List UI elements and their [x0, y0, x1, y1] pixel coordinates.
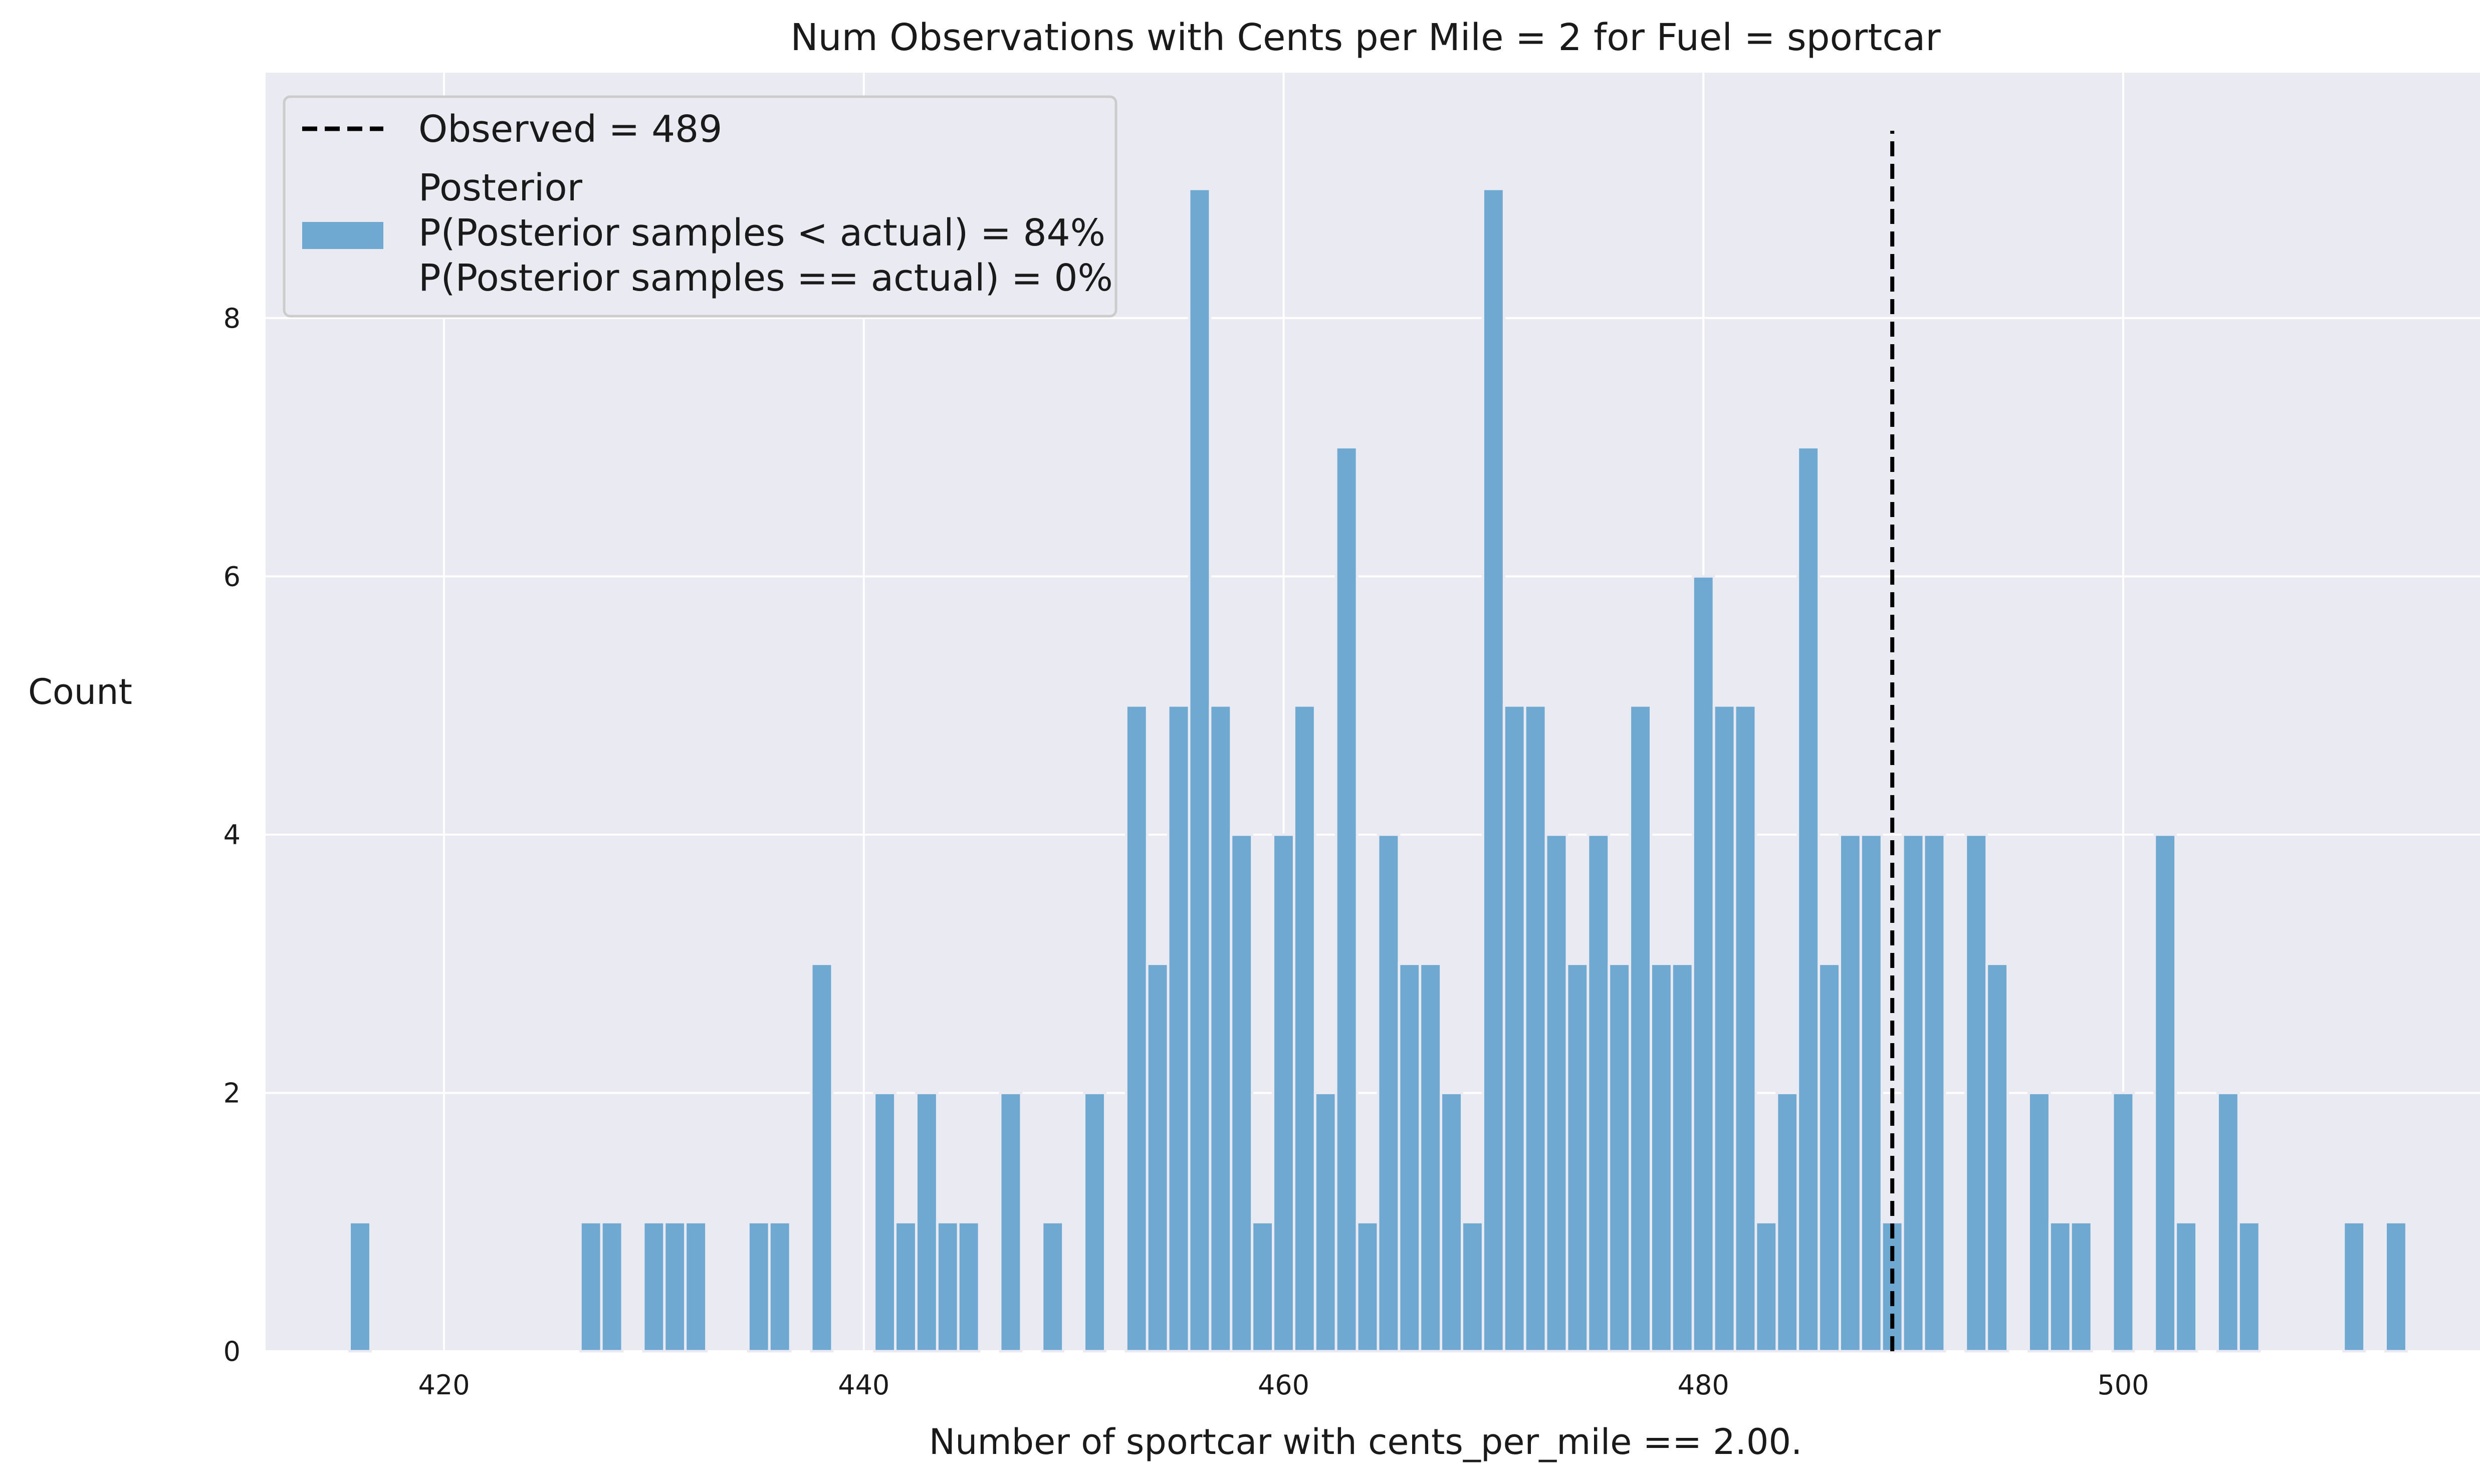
histogram-bar [1502, 704, 1526, 1353]
histogram-bar [1818, 962, 1841, 1353]
histogram-bar [1880, 1220, 1904, 1353]
legend-observed-label: Observed = 489 [418, 108, 722, 151]
histogram-bar [2048, 1220, 2072, 1353]
x-tick-label: 420 [418, 1369, 470, 1401]
histogram-bar [663, 1220, 687, 1353]
histogram-bar [1587, 833, 1611, 1353]
histogram-bar [1838, 833, 1862, 1353]
histogram-bar [1481, 187, 1505, 1353]
histogram-bar [1712, 704, 1736, 1353]
legend-box [283, 95, 1117, 318]
histogram-bar [348, 1220, 372, 1353]
histogram-bar [1922, 833, 1946, 1353]
histogram-bar [1398, 962, 1422, 1353]
legend-posterior-line-3: P(Posterior samples == actual) = 0% [418, 257, 1113, 300]
histogram-bar [1313, 1091, 1337, 1353]
histogram-bar [2342, 1220, 2366, 1353]
histogram-bar [1041, 1220, 1065, 1353]
histogram-bar [1167, 704, 1191, 1353]
histogram-bar [642, 1220, 666, 1353]
histogram-bar [2216, 1091, 2240, 1353]
histogram-bar [1188, 187, 1212, 1353]
histogram-bar [1649, 962, 1673, 1353]
legend-posterior-swatch [302, 222, 383, 249]
legend: Observed = 489 Posterior P(Posterior sam… [283, 95, 1117, 318]
histogram-bar [1754, 1220, 1778, 1353]
histogram-bar [1523, 704, 1547, 1353]
histogram-bar [915, 1091, 939, 1353]
histogram-bar [1334, 446, 1359, 1353]
legend-posterior-line-1: Posterior [418, 166, 583, 209]
histogram-bar [2153, 833, 2177, 1353]
histogram-bar [1859, 833, 1883, 1353]
histogram-bar [1251, 1220, 1275, 1353]
histogram-bar [768, 1220, 792, 1353]
legend-posterior-line-2: P(Posterior samples < actual) = 84% [418, 211, 1105, 255]
x-tick-label: 460 [1258, 1369, 1309, 1401]
histogram-bar [2237, 1220, 2261, 1353]
histogram-bar [1356, 1220, 1380, 1353]
y-tick-label: 6 [223, 561, 241, 592]
histogram-bar [1544, 833, 1568, 1353]
histogram-bar [1419, 962, 1443, 1353]
histogram-bar [1964, 833, 1988, 1353]
histogram-bar [1629, 704, 1652, 1353]
histogram-bar [1440, 1091, 1464, 1353]
histogram-bar [1083, 1091, 1106, 1353]
histogram-bar [1565, 962, 1590, 1353]
x-tick-label: 480 [1678, 1369, 1729, 1401]
histogram-bar [1608, 962, 1632, 1353]
histogram-bar [1209, 704, 1233, 1353]
histogram-bar [873, 1091, 897, 1353]
histogram-bar [600, 1220, 624, 1353]
histogram-bar [1377, 833, 1401, 1353]
histogram-bar [1146, 962, 1170, 1353]
histogram-bar [999, 1091, 1023, 1353]
histogram-bar [747, 1220, 771, 1353]
histogram-bar [2069, 1220, 2093, 1353]
y-tick-label: 0 [223, 1336, 241, 1367]
histogram-bar [810, 962, 834, 1353]
histogram-bar [1901, 833, 1925, 1353]
histogram-bar [579, 1220, 603, 1353]
x-tick-label: 500 [2097, 1369, 2149, 1401]
histogram-bar [2027, 1091, 2051, 1353]
histogram-bar [1691, 575, 1715, 1353]
histogram-bar [1775, 1091, 1799, 1353]
histogram-bar [1796, 446, 1821, 1353]
histogram-bar [1670, 962, 1694, 1353]
histogram-bar [936, 1220, 960, 1353]
y-axis-label: Count [28, 671, 132, 712]
histogram-bar [1985, 962, 2009, 1353]
histogram-bar [1292, 704, 1316, 1353]
legend-posterior-label: Posterior P(Posterior samples < actual) … [418, 166, 1117, 300]
histogram-bar [1124, 704, 1149, 1353]
histogram-bar [894, 1220, 918, 1353]
axis-ticks: 420 440 460 480 500 0 2 4 6 8 [223, 303, 2149, 1401]
histogram-bars [348, 187, 2408, 1353]
histogram-bar [2111, 1091, 2135, 1353]
y-tick-label: 2 [223, 1077, 241, 1109]
histogram-bar [1272, 833, 1295, 1353]
histogram-bar [957, 1220, 981, 1353]
y-tick-label: 4 [223, 819, 241, 851]
x-axis-label: Number of sportcar with cents_per_mile =… [929, 1421, 1802, 1462]
histogram-bar [1461, 1220, 1484, 1353]
x-tick-label: 440 [838, 1369, 889, 1401]
y-tick-label: 8 [223, 303, 241, 334]
histogram-bar [2174, 1220, 2198, 1353]
histogram-bar [1733, 704, 1757, 1353]
histogram-bar [684, 1220, 708, 1353]
chart-title: Num Observations with Cents per Mile = 2… [790, 16, 1941, 59]
histogram-bar [2384, 1220, 2408, 1353]
histogram-bar [1230, 833, 1254, 1353]
